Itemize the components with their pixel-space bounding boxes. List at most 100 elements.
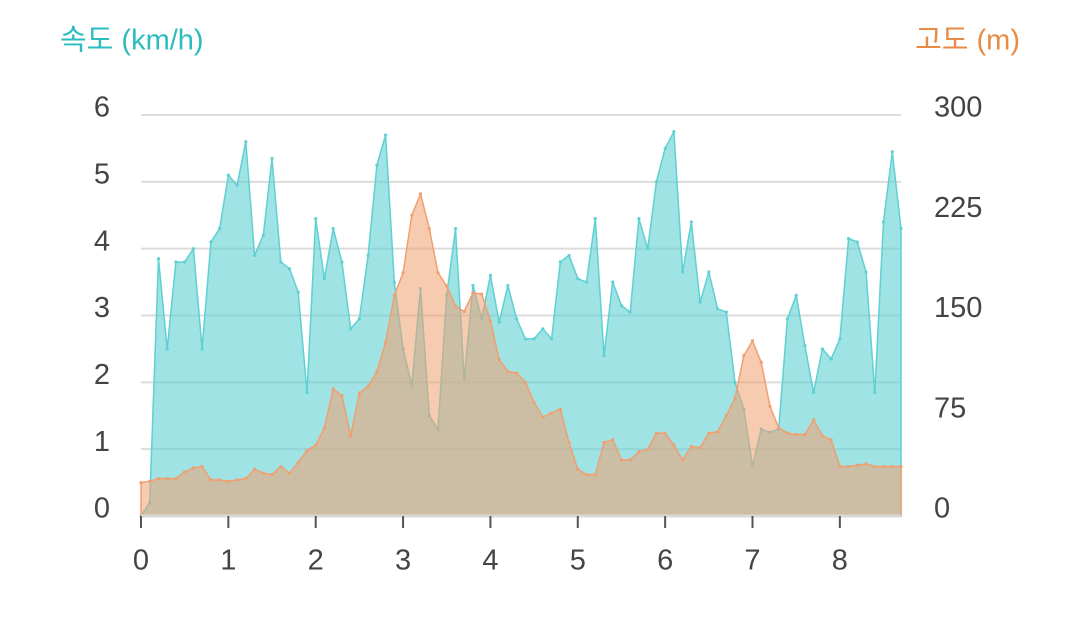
point [410, 213, 414, 217]
point [619, 458, 624, 462]
point [488, 319, 493, 323]
point [663, 146, 667, 151]
point [261, 471, 265, 475]
point [698, 300, 702, 304]
point [803, 432, 807, 437]
point [235, 478, 239, 482]
point [855, 463, 859, 467]
point [558, 407, 562, 411]
point [584, 280, 589, 284]
point [471, 283, 475, 288]
point [305, 390, 309, 394]
point [287, 267, 292, 271]
point [226, 173, 230, 177]
point [602, 440, 606, 445]
point [724, 310, 728, 314]
x-tick-label: 7 [744, 545, 760, 577]
point [279, 260, 283, 264]
point [576, 277, 580, 281]
point [829, 438, 833, 442]
point [383, 340, 388, 344]
y-tick-label: 5 [94, 158, 110, 190]
x-tick-label: 2 [308, 545, 324, 577]
point [506, 370, 510, 374]
point [515, 371, 519, 375]
point [392, 280, 396, 284]
y2-tick-label: 300 [934, 92, 982, 124]
point [349, 327, 353, 331]
point [812, 418, 816, 422]
point [654, 180, 659, 184]
point [584, 472, 589, 477]
point [357, 391, 361, 395]
point [244, 476, 248, 481]
point [418, 192, 423, 196]
point [689, 220, 693, 224]
point [707, 431, 711, 435]
y2-tick-label: 150 [934, 292, 982, 324]
point [611, 280, 615, 284]
point [672, 443, 676, 447]
point [724, 414, 728, 418]
point [733, 380, 737, 384]
point [322, 426, 327, 430]
point [873, 390, 877, 394]
point [899, 464, 903, 469]
point [593, 472, 597, 477]
point [366, 384, 370, 388]
y-tick-label: 3 [94, 292, 110, 324]
point [349, 434, 353, 438]
point [681, 458, 685, 462]
y2-tick-label: 225 [934, 192, 982, 224]
point [314, 216, 318, 221]
point [672, 130, 676, 134]
point [698, 446, 702, 450]
point [497, 320, 501, 324]
point [890, 464, 894, 469]
point [331, 387, 335, 391]
point [366, 253, 370, 257]
point [715, 430, 720, 434]
point [899, 227, 903, 231]
point [331, 227, 335, 231]
y2-axis-title: 고도 (m) [915, 25, 1020, 57]
point [646, 247, 650, 251]
point [357, 317, 361, 321]
point [453, 304, 458, 308]
point [838, 337, 842, 341]
point [218, 478, 222, 482]
point [532, 337, 536, 341]
point [777, 426, 781, 430]
point [340, 260, 344, 264]
point [209, 240, 213, 244]
point [165, 476, 169, 481]
point [322, 277, 327, 281]
point [174, 260, 178, 264]
point [427, 227, 431, 231]
point [619, 303, 624, 308]
point [218, 227, 222, 231]
point [296, 460, 300, 465]
point [611, 438, 615, 442]
point [270, 472, 274, 477]
point [846, 464, 851, 469]
point [506, 283, 510, 288]
point [383, 133, 388, 137]
point [165, 347, 169, 351]
y-axis-title: 속도 (km/h) [60, 25, 204, 57]
point [785, 317, 790, 321]
point [156, 476, 161, 481]
x-tick-label: 6 [657, 545, 673, 577]
point [445, 284, 449, 288]
point [541, 415, 545, 419]
point [191, 247, 196, 251]
point [637, 450, 641, 454]
point [401, 271, 405, 275]
point [226, 479, 230, 483]
point [820, 434, 824, 438]
point [733, 396, 737, 400]
point [707, 270, 711, 274]
point [768, 404, 772, 408]
point [191, 466, 196, 470]
